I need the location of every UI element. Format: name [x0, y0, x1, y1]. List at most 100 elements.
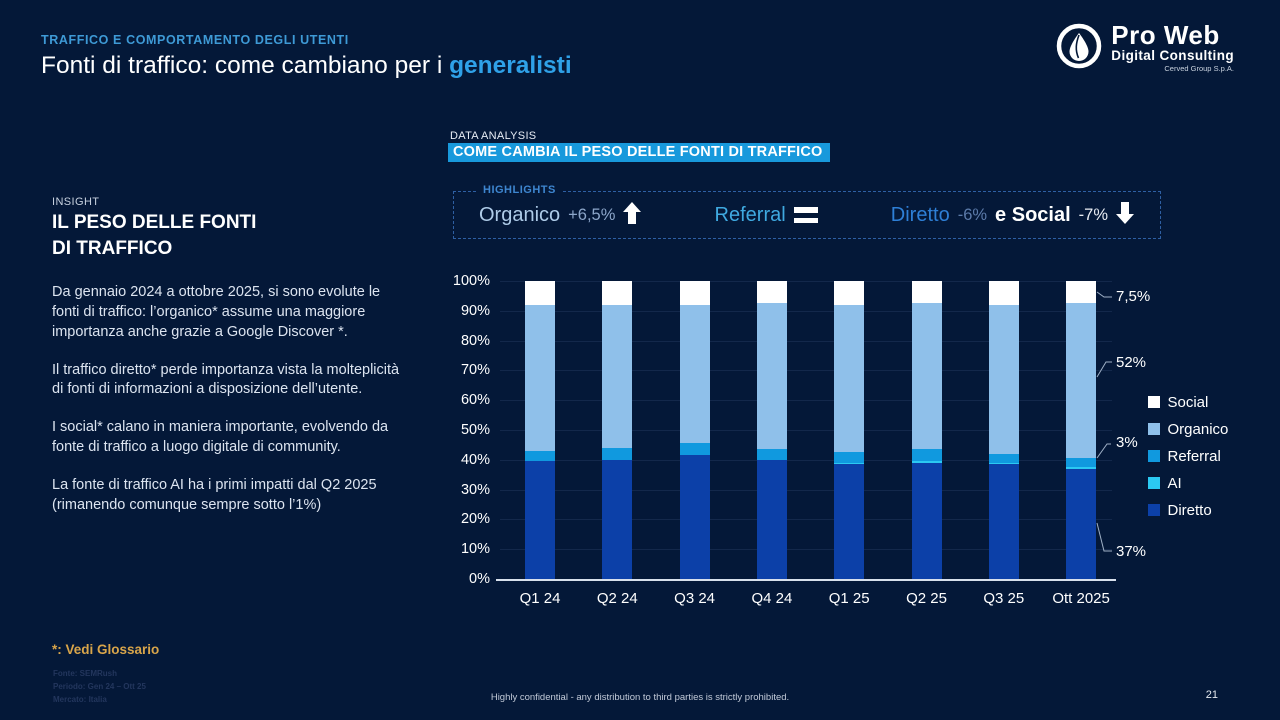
y-axis-tick: 10%	[460, 541, 490, 558]
legend-item-diretto: Diretto	[1148, 501, 1228, 519]
x-axis-label: Q2 24	[596, 590, 638, 607]
legend-label: Organico	[1167, 420, 1229, 438]
y-axis-tick: 90%	[460, 302, 490, 319]
legend-swatch	[1148, 504, 1160, 516]
insight-title: IL PESO DELLE FONTI DI TRAFFICO	[52, 210, 256, 262]
legend-swatch	[1148, 477, 1160, 489]
legend-swatch	[1148, 396, 1160, 408]
legend-item-organico: Organico	[1148, 420, 1229, 438]
bar-segment-social	[679, 281, 710, 305]
logo-subtitle: Digital Consulting	[1111, 48, 1234, 63]
legend-label: Diretto	[1167, 501, 1212, 519]
confidential-note: Highly confidential - any distribution t…	[490, 692, 790, 703]
page-title: Fonti di traffico: come cambiano per i g…	[41, 52, 572, 80]
bar-segment-organico	[602, 304, 633, 448]
bar-segment-referral	[679, 443, 710, 456]
bar-segment-referral	[602, 447, 633, 460]
logo-name: Pro Web	[1111, 20, 1220, 50]
plot-area	[500, 281, 1112, 579]
insight-paragraph: Il traffico diretto* perde importanza vi…	[52, 361, 400, 398]
insight-kicker: INSIGHT	[52, 196, 100, 208]
highlight-organico-delta: +6,5%	[568, 205, 616, 224]
x-axis-line	[496, 579, 1116, 581]
highlight-referral-name: Referral	[714, 203, 786, 226]
bar-segment-diretto	[679, 455, 710, 579]
highlight-diretto-social: Diretto -6% e Social -7%	[890, 201, 1134, 229]
source-line: Periodo: Gen 24 – Ott 25	[53, 681, 146, 691]
gridline	[500, 340, 1112, 342]
arrow-up-icon	[623, 201, 642, 229]
gridline	[500, 489, 1112, 491]
insight-paragraph: La fonte di traffico AI ha i primi impat…	[52, 477, 377, 513]
gridline	[500, 370, 1112, 372]
insight-title-line1: IL PESO DELLE FONTI	[52, 212, 257, 233]
stacked-bar	[834, 281, 865, 579]
bar-segment-diretto	[525, 461, 555, 579]
logo-text: Pro Web Digital Consulting Cerved Group …	[1111, 22, 1234, 74]
gridline	[500, 400, 1112, 402]
gridline	[500, 281, 1112, 282]
gridline	[500, 430, 1112, 431]
bar-segment-diretto	[602, 459, 633, 579]
source-note: Fonte: SEMRush Periodo: Gen 24 – Ott 25 Me…	[53, 668, 146, 706]
bar-segment-referral	[1066, 458, 1097, 468]
y-axis-tick: 60%	[460, 392, 490, 409]
insight-paragraph: I social* calano in maniera importante, …	[52, 419, 389, 456]
legend-item-social: Social	[1148, 393, 1228, 411]
bar-segment-organico	[525, 304, 555, 451]
company-logo: Pro Web Digital Consulting Cerved Group …	[1056, 22, 1234, 74]
source-line: Mercato: Italia	[53, 694, 107, 704]
droplet-logo-icon	[1056, 23, 1102, 74]
y-axis-tick: 70%	[460, 362, 490, 379]
legend-label: Social	[1167, 393, 1209, 411]
bar-segment-organico	[1066, 303, 1097, 459]
stacked-bar	[1066, 281, 1097, 579]
bar-segment-social	[988, 281, 1019, 305]
stacked-bar	[756, 281, 787, 579]
x-axis-label: Q1 24	[519, 590, 561, 607]
legend-label: Referral	[1167, 447, 1221, 465]
glossary-note: *: Vedi Glossario	[52, 642, 160, 657]
arrow-down-icon	[1116, 201, 1134, 229]
bar-segment-social	[756, 281, 787, 304]
bar-segment-social	[911, 281, 942, 304]
y-axis-tick: 30%	[460, 481, 490, 498]
highlight-social-delta: -7%	[1078, 205, 1108, 224]
bar-segment-referral	[525, 450, 555, 462]
bar-segment-organico	[988, 304, 1019, 454]
x-axis-label: Q3 24	[674, 590, 716, 607]
bar-segment-diretto	[1066, 468, 1097, 579]
stacked-bar	[679, 281, 710, 579]
highlight-organico-name: Organico	[479, 203, 561, 226]
bar-segment-ai	[834, 462, 865, 465]
highlight-diretto-name: Diretto	[890, 203, 950, 226]
data-analysis-kicker: DATA ANALYSIS	[450, 130, 537, 142]
gridline	[500, 310, 1112, 312]
x-axis-label: Q3 25	[983, 590, 1025, 607]
legend-swatch	[1148, 450, 1160, 462]
stacked-bar	[525, 281, 555, 579]
bar-segment-social	[602, 281, 633, 305]
bar-segment-social	[1066, 281, 1097, 304]
bar-segment-referral	[834, 452, 865, 463]
legend-swatch	[1148, 423, 1160, 435]
bar-segment-ai	[1066, 467, 1097, 469]
x-axis-label: Q1 25	[828, 590, 870, 607]
y-axis-tick: 100%	[452, 273, 490, 289]
highlight-organico: Organico +6,5%	[479, 201, 642, 229]
bar-segment-organico	[834, 304, 865, 453]
y-axis-tick: 20%	[460, 511, 490, 528]
bar-segment-organico	[679, 304, 710, 444]
section-eyebrow: TRAFFICO E COMPORTAMENTO DEGLI UTENTI	[41, 33, 349, 47]
legend-label: AI	[1167, 474, 1182, 492]
bar-segment-diretto	[911, 462, 942, 579]
page-number: 21	[1205, 689, 1218, 701]
logo-group: Cerved Group S.p.A.	[1164, 63, 1234, 73]
x-axis-label: Ott 2025	[1052, 590, 1110, 607]
source-line: Fonte: SEMRush	[53, 669, 117, 678]
bar-segment-organico	[911, 303, 942, 450]
y-axis-tick: 50%	[460, 422, 490, 438]
bar-segment-referral	[911, 449, 942, 462]
equals-icon	[793, 207, 818, 223]
